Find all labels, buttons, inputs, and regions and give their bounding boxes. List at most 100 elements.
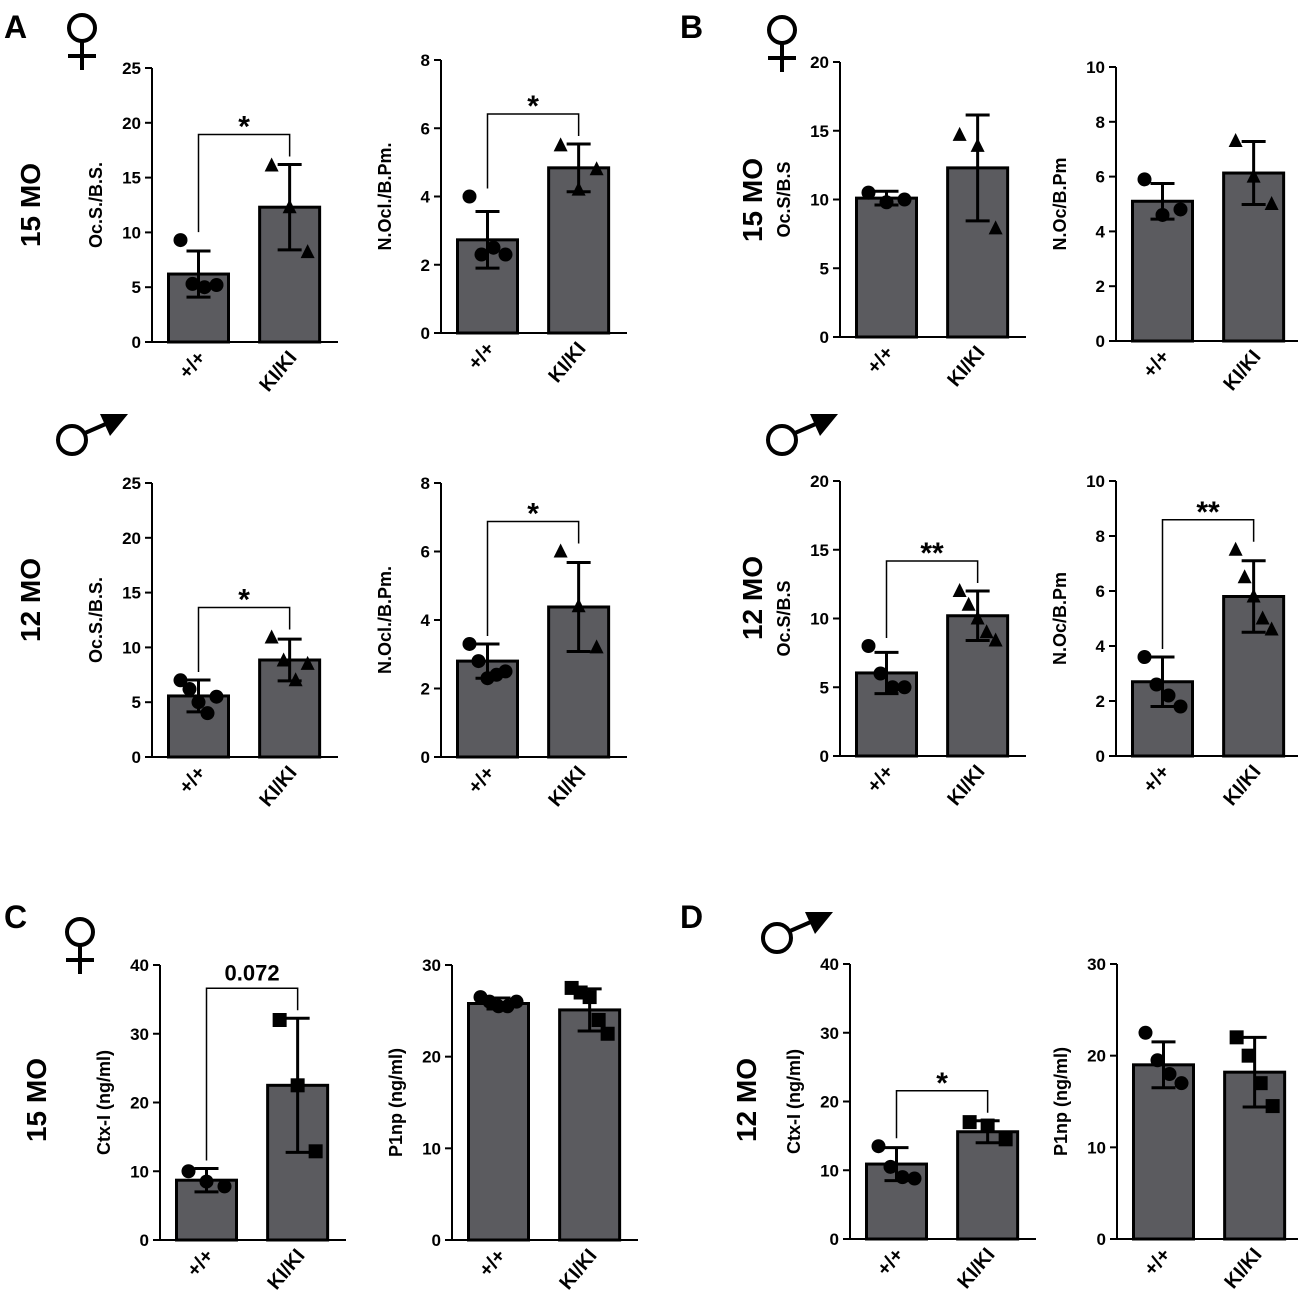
y-tick-label: 0 (1097, 1230, 1106, 1249)
data-point (1138, 1025, 1153, 1040)
data-point (209, 278, 224, 293)
data-point (1265, 1099, 1280, 1114)
data-point (879, 195, 894, 210)
y-tick-label: 5 (820, 678, 829, 697)
data-point (217, 1179, 232, 1194)
data-point (182, 682, 197, 697)
data-point (185, 276, 200, 291)
y-tick-label: 6 (421, 119, 430, 138)
female-symbol (767, 15, 797, 72)
data-point (961, 596, 976, 611)
significance-bracket (197, 606, 291, 673)
data-point (462, 636, 477, 651)
data-point (272, 1013, 287, 1027)
data-point (907, 1171, 922, 1186)
data-point (471, 654, 486, 669)
x-tick-label: KI/KI (1219, 761, 1265, 810)
data-point (1173, 202, 1188, 217)
y-tick-label: 0 (132, 333, 141, 352)
data-point (173, 233, 188, 248)
y-tick-label: 5 (820, 259, 829, 278)
data-point (589, 639, 604, 654)
x-tick-label: +/+ (475, 1245, 510, 1281)
y-axis-label: Oc.S/B.S (774, 580, 794, 656)
y-tick-label: 40 (820, 955, 839, 974)
y-tick-label: 6 (1096, 582, 1105, 601)
data-point (199, 1174, 214, 1189)
data-point (962, 1115, 977, 1130)
age-label: 15 MO (737, 158, 768, 242)
y-axis-label: Oc.S./B.S. (86, 577, 106, 663)
error-bar (475, 210, 500, 270)
significance-label: * (238, 584, 250, 617)
data-point (300, 655, 315, 670)
data-point (988, 220, 1003, 235)
y-axis-label: N.Ocl./B.Pm. (375, 566, 395, 674)
x-tick-label: +/+ (175, 347, 210, 383)
data-point (861, 185, 876, 200)
data-point (264, 157, 279, 172)
x-tick-label: +/+ (464, 338, 499, 374)
data-point (200, 706, 215, 721)
data-point (264, 629, 279, 644)
significance-bracket (197, 133, 291, 233)
male-symbol (56, 421, 109, 456)
y-tick-label: 10 (1086, 472, 1105, 491)
y-tick-label: 0 (132, 748, 141, 767)
bar (855, 196, 918, 339)
data-point (1228, 541, 1243, 556)
data-point (873, 666, 888, 681)
bar-chart: 0 10 20 30 P1np (ng/ml) +/+ KI/KI (386, 956, 638, 1294)
data-point (970, 610, 985, 625)
y-tick-label: 0 (140, 1231, 149, 1250)
bar (1131, 199, 1194, 343)
bar (558, 1008, 622, 1242)
age-label: 15 MO (21, 1058, 52, 1142)
data-point (988, 632, 1003, 647)
y-tick-label: 10 (810, 191, 829, 210)
y-axis-label: N.Oc/B.Pm (1050, 157, 1070, 250)
data-point (1241, 1048, 1256, 1063)
data-point (952, 583, 967, 597)
data-point (553, 543, 568, 558)
sex-symbols (56, 13, 819, 974)
data-point (181, 1164, 196, 1179)
significance-label: * (238, 110, 250, 143)
data-point (1237, 569, 1252, 584)
y-tick-label: 4 (1096, 637, 1106, 656)
y-tick-label: 0 (820, 747, 829, 766)
x-tick-label: +/+ (873, 1244, 908, 1280)
y-tick-label: 5 (132, 693, 141, 712)
significance-label: * (527, 498, 539, 531)
x-tick-label: +/+ (1140, 1244, 1175, 1280)
x-tick-label: KI/KI (544, 762, 590, 811)
data-point (1246, 168, 1261, 183)
data-point (191, 695, 206, 710)
y-tick-label: 2 (421, 256, 430, 275)
significance-label: ** (1196, 496, 1220, 529)
data-point (952, 126, 967, 141)
x-tick-label: +/+ (175, 762, 210, 798)
age-label: 15 MO (15, 163, 46, 247)
bar-chart: 0 10 20 30 P1np (ng/ml) +/+ KI/KI (1051, 955, 1298, 1293)
y-tick-label: 6 (421, 543, 430, 562)
data-point (290, 1078, 305, 1093)
data-point (571, 598, 586, 613)
x-tick-label: KI/KI (555, 1245, 601, 1294)
y-tick-label: 10 (810, 610, 829, 629)
data-point (1228, 132, 1243, 147)
y-axis-label: Ctx-I (ng/ml) (784, 1049, 804, 1154)
y-tick-label: 10 (130, 1162, 149, 1181)
x-tick-label: +/+ (1139, 346, 1174, 382)
y-tick-label: 10 (122, 638, 141, 657)
y-tick-label: 30 (1087, 955, 1106, 974)
data-point (486, 240, 501, 255)
y-tick-label: 20 (122, 529, 141, 548)
y-tick-label: 2 (421, 680, 430, 699)
x-tick-label: KI/KI (1220, 1244, 1266, 1293)
data-point (970, 137, 985, 152)
significance-bracket (895, 1090, 989, 1139)
x-tick-label: KI/KI (544, 338, 590, 387)
data-point (895, 1170, 910, 1185)
data-point (979, 624, 994, 639)
